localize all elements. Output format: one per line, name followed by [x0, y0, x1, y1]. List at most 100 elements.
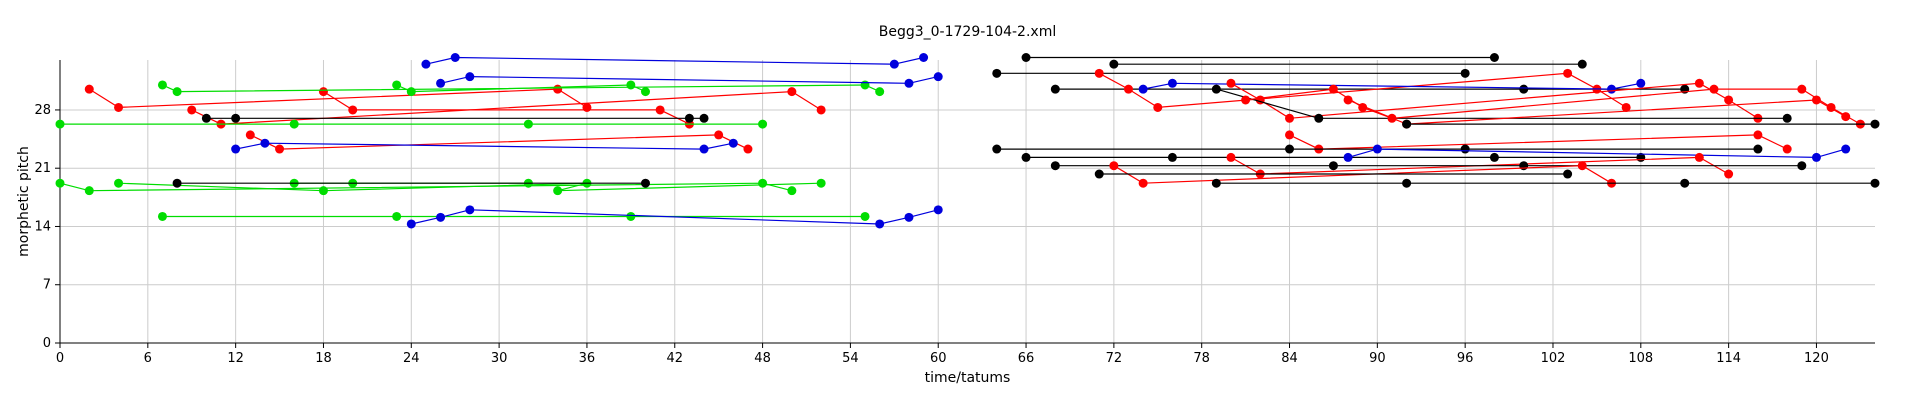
data-point — [1109, 161, 1119, 171]
data-point — [1094, 68, 1104, 78]
series-line — [1245, 88, 1861, 125]
data-point — [114, 102, 124, 112]
data-point — [1343, 152, 1353, 162]
data-point — [758, 119, 768, 129]
data-point — [640, 87, 650, 97]
data-point — [1021, 152, 1031, 162]
series-blue — [231, 138, 738, 154]
data-point — [1577, 161, 1587, 171]
series-black — [1021, 152, 1646, 162]
series-line — [411, 209, 939, 225]
data-point — [1285, 144, 1295, 154]
y-tick-label: 14 — [34, 219, 51, 234]
data-point — [1109, 59, 1119, 69]
data-point — [1285, 113, 1295, 123]
data-point — [172, 178, 182, 188]
data-point — [626, 211, 636, 221]
data-point — [1021, 53, 1031, 63]
data-point — [231, 144, 241, 154]
data-point — [553, 186, 563, 196]
data-point — [1328, 161, 1338, 171]
data-point — [875, 219, 885, 229]
data-point — [1841, 144, 1851, 154]
series-black — [201, 113, 709, 123]
data-point — [992, 144, 1002, 154]
series-black — [1211, 178, 1880, 188]
data-point — [318, 186, 328, 196]
data-point — [933, 72, 943, 82]
data-point — [933, 205, 943, 215]
x-tick-label: 30 — [491, 351, 508, 366]
x-tick-label: 42 — [666, 351, 683, 366]
data-point — [626, 80, 636, 90]
chart-title: Begg3_0-1729-104-2.xml — [879, 24, 1056, 40]
x-axis-label: time/tatums — [925, 370, 1011, 386]
data-point — [157, 211, 167, 221]
x-tick-label: 90 — [1369, 351, 1386, 366]
data-point — [1167, 152, 1177, 162]
axes — [59, 60, 1875, 344]
data-point — [919, 53, 929, 63]
data-point — [245, 130, 255, 140]
data-point — [1138, 178, 1148, 188]
data-point — [406, 219, 416, 229]
data-point — [1563, 169, 1573, 179]
data-point — [860, 211, 870, 221]
data-point — [1519, 161, 1529, 171]
series-black — [992, 68, 1470, 78]
data-point — [684, 113, 694, 123]
data-point — [1226, 78, 1236, 88]
data-point — [1167, 78, 1177, 88]
data-point — [392, 211, 402, 221]
series-line — [1347, 99, 1846, 125]
data-point — [1811, 152, 1821, 162]
data-point — [699, 113, 709, 123]
data-point — [889, 59, 899, 69]
data-point — [1460, 144, 1470, 154]
data-point — [114, 178, 124, 188]
series-line — [1347, 148, 1846, 159]
data-point — [758, 178, 768, 188]
data-point — [1226, 152, 1236, 162]
data-point — [714, 130, 724, 140]
series-line — [396, 84, 646, 93]
series-green — [157, 211, 870, 221]
data-point — [406, 87, 416, 97]
data-point — [1870, 178, 1880, 188]
data-point — [1124, 84, 1134, 94]
data-point — [1050, 84, 1060, 94]
data-point — [392, 80, 402, 90]
x-tick-label: 54 — [842, 351, 859, 366]
series-black — [1402, 119, 1880, 129]
data-point — [1724, 169, 1734, 179]
data-point — [172, 87, 182, 97]
series-blue — [421, 53, 929, 69]
data-point — [860, 80, 870, 90]
data-point — [582, 102, 592, 112]
x-tick-label: 96 — [1457, 351, 1474, 366]
series-line — [323, 91, 690, 125]
data-point — [55, 178, 65, 188]
grid — [60, 60, 1875, 343]
data-point — [275, 144, 285, 154]
data-point — [1782, 113, 1792, 123]
data-point — [1094, 169, 1104, 179]
x-tick-label: 108 — [1628, 351, 1653, 366]
data-point — [1460, 68, 1470, 78]
series-black — [1109, 59, 1587, 69]
data-point — [436, 212, 446, 222]
data-point — [84, 84, 94, 94]
x-tick-label: 60 — [930, 351, 947, 366]
series-green — [114, 178, 826, 196]
data-point — [992, 68, 1002, 78]
data-point — [728, 138, 738, 148]
series-line — [235, 142, 734, 150]
data-point — [787, 186, 797, 196]
data-point — [904, 78, 914, 88]
x-tick-label: 78 — [1193, 351, 1210, 366]
x-tick-label: 0 — [56, 351, 64, 366]
data-point — [816, 105, 826, 115]
data-point — [699, 144, 709, 154]
series-red — [1343, 95, 1851, 129]
data-point — [436, 78, 446, 88]
